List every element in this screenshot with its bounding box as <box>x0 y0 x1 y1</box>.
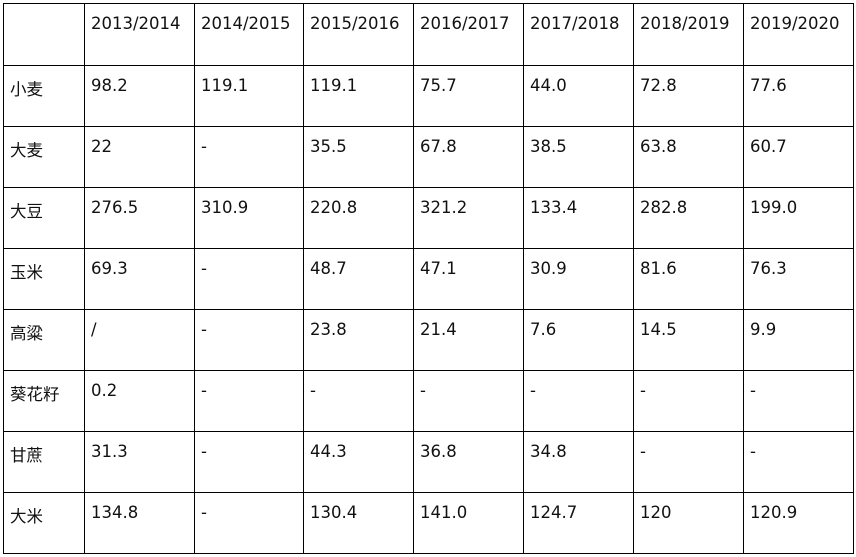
table-cell: 67.8 <box>413 126 524 188</box>
table-cell: - <box>194 370 304 432</box>
table-cell: 31.3 <box>84 431 195 493</box>
column-header: 2018/2019 <box>633 3 744 66</box>
table-row: 大豆 276.5 310.9 220.8 321.2 133.4 282.8 1… <box>3 187 854 249</box>
column-header: 2013/2014 <box>84 3 195 66</box>
table-cell: 69.3 <box>84 248 195 310</box>
table-cell: 47.1 <box>413 248 524 310</box>
table-cell: 119.1 <box>194 65 304 127</box>
table-cell: - <box>523 370 634 432</box>
table-cell: 34.8 <box>523 431 634 493</box>
table-row: 葵花籽 0.2 - - - - - - <box>3 370 854 432</box>
row-label: 玉米 <box>3 248 85 310</box>
table-cell: - <box>303 370 414 432</box>
table-cell: 199.0 <box>743 187 854 249</box>
table-cell: 133.4 <box>523 187 634 249</box>
table-cell: 72.8 <box>633 65 744 127</box>
table-cell: 75.7 <box>413 65 524 127</box>
table-cell: 124.7 <box>523 492 634 554</box>
table-cell: 141.0 <box>413 492 524 554</box>
table-cell: 14.5 <box>633 309 744 371</box>
table-row: 玉米 69.3 - 48.7 47.1 30.9 81.6 76.3 <box>3 248 854 310</box>
table-cell: - <box>194 492 304 554</box>
table-cell: 134.8 <box>84 492 195 554</box>
corner-cell <box>3 3 85 66</box>
table-cell: 44.0 <box>523 65 634 127</box>
table-row: 大麦 22 - 35.5 67.8 38.5 63.8 60.7 <box>3 126 854 188</box>
table-cell: / <box>84 309 195 371</box>
table-cell: 321.2 <box>413 187 524 249</box>
row-label: 高粱 <box>3 309 85 371</box>
table-cell: 48.7 <box>303 248 414 310</box>
table-cell: 44.3 <box>303 431 414 493</box>
table-cell: - <box>633 370 744 432</box>
table-row: 小麦 98.2 119.1 119.1 75.7 44.0 72.8 77.6 <box>3 65 854 127</box>
column-header: 2015/2016 <box>303 3 414 66</box>
table-cell: 36.8 <box>413 431 524 493</box>
row-label: 大豆 <box>3 187 85 249</box>
crop-data-table: 2013/2014 2014/2015 2015/2016 2016/2017 … <box>3 3 854 554</box>
table-cell: 38.5 <box>523 126 634 188</box>
column-header: 2017/2018 <box>523 3 634 66</box>
table-cell: 7.6 <box>523 309 634 371</box>
table-cell: 120 <box>633 492 744 554</box>
table-cell: 220.8 <box>303 187 414 249</box>
table-cell: - <box>743 370 854 432</box>
row-label: 大麦 <box>3 126 85 188</box>
table-cell: 310.9 <box>194 187 304 249</box>
table-row: 甘蔗 31.3 - 44.3 36.8 34.8 - - <box>3 431 854 493</box>
table-cell: 77.6 <box>743 65 854 127</box>
column-header: 2019/2020 <box>743 3 854 66</box>
table-cell: 120.9 <box>743 492 854 554</box>
table-cell: 9.9 <box>743 309 854 371</box>
table-cell: 30.9 <box>523 248 634 310</box>
column-header: 2016/2017 <box>413 3 524 66</box>
table-cell: - <box>633 431 744 493</box>
table-row: 高粱 / - 23.8 21.4 7.6 14.5 9.9 <box>3 309 854 371</box>
table-cell: - <box>194 309 304 371</box>
table-cell: 23.8 <box>303 309 414 371</box>
table-cell: 60.7 <box>743 126 854 188</box>
header-row: 2013/2014 2014/2015 2015/2016 2016/2017 … <box>3 3 854 66</box>
table-cell: 0.2 <box>84 370 195 432</box>
row-label: 甘蔗 <box>3 431 85 493</box>
row-label: 葵花籽 <box>3 370 85 432</box>
table-cell: 63.8 <box>633 126 744 188</box>
row-label: 小麦 <box>3 65 85 127</box>
table-cell: - <box>743 431 854 493</box>
table-cell: 98.2 <box>84 65 195 127</box>
table-cell: - <box>194 248 304 310</box>
table-cell: - <box>194 431 304 493</box>
table-cell: 22 <box>84 126 195 188</box>
table-cell: 276.5 <box>84 187 195 249</box>
table-cell: 119.1 <box>303 65 414 127</box>
table-cell: - <box>194 126 304 188</box>
table-row: 大米 134.8 - 130.4 141.0 124.7 120 120.9 <box>3 492 854 554</box>
row-label: 大米 <box>3 492 85 554</box>
table-cell: 76.3 <box>743 248 854 310</box>
table-cell: 81.6 <box>633 248 744 310</box>
table-cell: 21.4 <box>413 309 524 371</box>
column-header: 2014/2015 <box>194 3 304 66</box>
table-cell: 130.4 <box>303 492 414 554</box>
table-cell: - <box>413 370 524 432</box>
table-cell: 282.8 <box>633 187 744 249</box>
table-cell: 35.5 <box>303 126 414 188</box>
